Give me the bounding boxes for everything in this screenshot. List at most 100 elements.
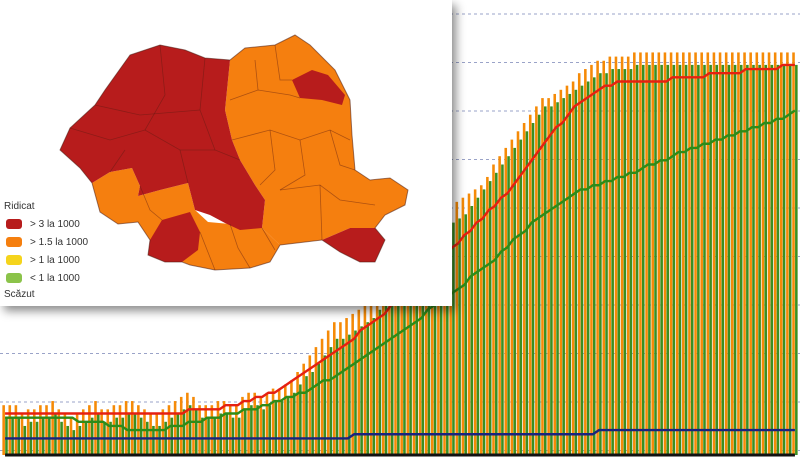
- bar-orange: [547, 98, 550, 455]
- bar-green: [299, 384, 302, 455]
- bar-green: [366, 322, 370, 455]
- bar-orange: [406, 255, 410, 455]
- bar-green: [219, 413, 223, 455]
- bar-green: [195, 409, 198, 455]
- bar-green: [635, 64, 639, 456]
- bar-green: [795, 64, 798, 456]
- bar-green: [317, 363, 321, 455]
- bar-green: [764, 64, 768, 456]
- bar-green: [550, 106, 553, 456]
- romania-county-map: [59, 34, 409, 271]
- bar-green: [133, 413, 137, 455]
- bar-green: [525, 131, 529, 456]
- bar-orange: [241, 396, 244, 455]
- legend-item-label: > 1.5 la 1000: [30, 236, 89, 248]
- bar-green: [201, 417, 204, 455]
- bar-orange: [63, 413, 67, 455]
- bar-green: [256, 405, 259, 455]
- bar-orange: [737, 52, 740, 455]
- bar-green: [574, 89, 578, 456]
- legend-swatch-yellow: [6, 255, 22, 265]
- bar-orange: [57, 409, 61, 455]
- bar-green: [690, 64, 694, 456]
- bar-green: [121, 417, 125, 455]
- bar-green: [231, 417, 235, 455]
- bar-orange: [418, 239, 422, 455]
- bar-orange: [20, 413, 24, 455]
- bar-green: [182, 409, 186, 455]
- bar-green: [354, 330, 357, 455]
- bar-orange: [8, 405, 12, 455]
- bar-orange: [106, 409, 110, 455]
- bar-green: [115, 417, 118, 455]
- bar-orange: [780, 52, 783, 455]
- bar-green: [48, 417, 51, 455]
- bar-green: [415, 268, 418, 455]
- bar-green: [127, 413, 131, 455]
- bar-orange: [682, 52, 685, 455]
- bar-orange: [473, 189, 477, 455]
- bar-green: [623, 69, 627, 456]
- bar-orange: [651, 52, 654, 455]
- bar-orange: [51, 401, 54, 455]
- bar-green: [341, 338, 345, 455]
- bar-green: [213, 417, 216, 455]
- bar-orange: [731, 52, 734, 455]
- bar-orange: [320, 338, 324, 455]
- bar-orange: [88, 405, 91, 455]
- bar-green: [464, 214, 467, 455]
- bar-green: [403, 280, 406, 455]
- bar-orange: [749, 52, 752, 455]
- bar-orange: [486, 176, 489, 455]
- bar-green: [611, 69, 614, 456]
- bar-green: [329, 347, 333, 455]
- bar-green: [54, 413, 57, 455]
- bar-orange: [443, 206, 446, 455]
- bar-green: [641, 64, 645, 456]
- map-red-regions: [60, 45, 385, 262]
- bar-orange: [296, 372, 299, 455]
- legend-swatch-green: [6, 273, 22, 283]
- bar-green: [495, 172, 498, 456]
- bar-orange: [498, 156, 501, 455]
- bar-orange: [430, 222, 434, 455]
- series-line: [5, 109, 796, 432]
- bar-orange: [645, 52, 648, 455]
- bar-green: [746, 64, 749, 456]
- bar-orange: [290, 380, 293, 455]
- bars: [2, 52, 798, 456]
- bar-orange: [510, 139, 514, 455]
- bar-green: [268, 405, 272, 455]
- bar-green: [292, 392, 296, 455]
- bar-green: [562, 98, 565, 455]
- bar-green: [586, 81, 590, 455]
- bar-green: [593, 77, 596, 455]
- bar-green: [470, 206, 474, 455]
- bar-orange: [277, 388, 281, 455]
- bar-green: [237, 417, 241, 455]
- bar-green: [580, 85, 584, 456]
- bar-green: [158, 425, 161, 455]
- bar-green: [703, 64, 706, 456]
- bar-orange: [565, 85, 569, 456]
- bar-green: [666, 64, 670, 456]
- legend-top-label: Ridicat: [4, 201, 35, 212]
- bar-green: [390, 293, 394, 455]
- bar-orange: [32, 409, 36, 455]
- bar-green: [409, 276, 412, 455]
- bar-green: [678, 64, 682, 456]
- bar-orange: [584, 69, 587, 456]
- bar-green: [482, 189, 486, 455]
- bar-green: [660, 64, 663, 456]
- bar-green: [458, 218, 461, 455]
- bar-orange: [100, 409, 103, 455]
- bar-orange: [528, 114, 532, 455]
- legend-item-medium-high: > 1.5 la 1000: [4, 233, 88, 251]
- bar-orange: [167, 405, 171, 455]
- bar-orange: [639, 52, 642, 455]
- bar-orange: [535, 106, 538, 456]
- bar-orange: [590, 64, 593, 456]
- bar-green: [433, 243, 437, 455]
- map-panel: Ridicat > 3 la 1000 > 1.5 la 1000 > 1 la…: [0, 0, 452, 306]
- bar-orange: [712, 52, 716, 455]
